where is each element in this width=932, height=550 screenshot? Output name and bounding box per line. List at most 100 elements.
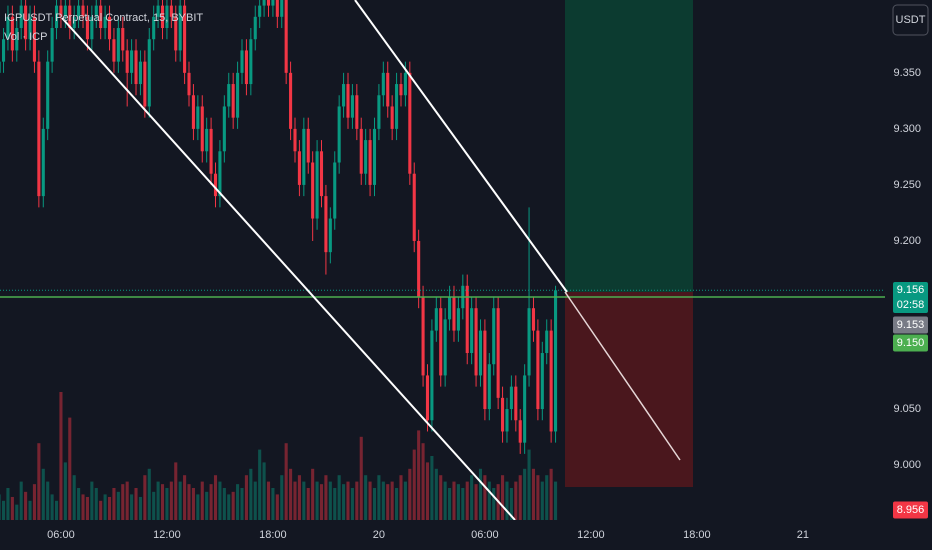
volume-bar: [289, 468, 293, 520]
currency-label[interactable]: USDT: [896, 14, 926, 26]
volume-bar: [209, 484, 213, 520]
candle-body: [147, 39, 151, 107]
countdown-label: 02:58: [897, 299, 925, 311]
candle-body: [465, 285, 469, 354]
candle-body: [191, 95, 195, 129]
volume-bar: [121, 484, 125, 520]
volume-bar: [355, 481, 359, 520]
volume-bar: [37, 443, 41, 520]
candle-body: [130, 50, 134, 73]
candle-body: [470, 308, 474, 354]
volume-bar: [536, 475, 540, 520]
y-tick-label: 9.300: [893, 123, 921, 135]
candle-body: [85, 16, 89, 40]
volume-bar: [138, 496, 142, 520]
volume-bar: [63, 462, 67, 520]
chart-title: ICPUSDT Perpetual Contract, 15, BYBIT: [4, 12, 203, 24]
candle-body: [156, 5, 160, 17]
candle-body: [319, 151, 324, 197]
volume-bar: [417, 430, 421, 520]
volume-bar: [94, 488, 98, 520]
currency-button[interactable]: [892, 4, 929, 36]
volume-bar: [191, 488, 195, 520]
volume-bar: [328, 481, 332, 520]
candle-body: [196, 106, 200, 129]
candle-body: [372, 128, 377, 185]
volume-bar: [28, 500, 32, 520]
candle-body: [514, 386, 518, 421]
y-tick-label: 9.050: [893, 403, 921, 415]
candle-body: [408, 72, 412, 174]
volume-bar: [403, 481, 407, 520]
volume-bar: [315, 481, 319, 520]
candle-body: [258, 5, 262, 17]
volume-bar: [395, 488, 399, 520]
x-tick-label: 12:00: [153, 529, 181, 541]
candle-body: [227, 84, 231, 107]
candle-body: [37, 61, 41, 197]
candle-body: [554, 290, 558, 432]
candle-body: [386, 72, 390, 107]
volume-bar: [465, 481, 469, 520]
candle-body: [509, 386, 513, 410]
candle-body: [99, 5, 103, 29]
candle-body: [536, 330, 540, 410]
candle-body: [209, 128, 213, 174]
x-tick-label: 21: [797, 529, 809, 541]
candle-body: [169, 5, 173, 17]
x-tick-label: 18:00: [259, 529, 287, 541]
volume-bar: [174, 462, 178, 520]
candle-body: [187, 72, 191, 96]
volume-bar: [253, 481, 257, 520]
candle-body: [59, 5, 63, 17]
candle-body: [6, 16, 10, 40]
candle-body: [412, 173, 416, 241]
candle-body: [448, 296, 452, 320]
candle-body: [81, 5, 85, 17]
candle-body: [492, 308, 496, 365]
volume-bar: [99, 500, 103, 520]
candle-body: [107, 16, 112, 40]
volume-bar: [134, 488, 138, 520]
candle-body: [311, 162, 315, 219]
volume-bar: [293, 481, 297, 520]
volume-bar: [187, 484, 191, 520]
volume-bar: [324, 475, 328, 520]
channel-lower: [61, 17, 516, 520]
candle-body: [549, 330, 553, 432]
volume-bar: [390, 481, 394, 520]
y-tick-label: 9.200: [893, 235, 921, 247]
channel-upper: [354, 0, 568, 293]
volume-bar: [514, 481, 518, 520]
volume-bar: [487, 481, 491, 520]
volume-bar: [421, 443, 425, 520]
candle-body: [15, 28, 19, 51]
candle-body: [355, 95, 359, 129]
volume-bar: [549, 468, 553, 520]
volume-bar: [523, 468, 527, 520]
volume-bar: [483, 475, 487, 520]
volume-bar: [178, 481, 182, 520]
volume-bar: [505, 481, 509, 520]
trend-lines: [61, 0, 681, 520]
volume-bar: [337, 475, 341, 520]
volume-bar: [205, 491, 209, 520]
candle-body: [342, 84, 346, 107]
volume-bar: [368, 481, 372, 520]
candle-body: [231, 84, 235, 118]
volume-bar: [59, 392, 63, 520]
candle-body: [19, 5, 23, 29]
candle-body: [125, 50, 129, 73]
candle-body: [337, 106, 341, 163]
candle-body: [399, 84, 403, 96]
volume-bar: [152, 491, 156, 520]
volume-bar: [68, 417, 72, 520]
volume-bar: [103, 494, 107, 520]
volume-bar: [130, 494, 134, 520]
volume-bar: [350, 488, 354, 520]
candle-body: [72, 16, 76, 29]
volume-bar: [311, 468, 315, 520]
candle-body: [244, 50, 248, 85]
volume-bar: [218, 481, 222, 520]
volume-bar: [112, 488, 116, 520]
